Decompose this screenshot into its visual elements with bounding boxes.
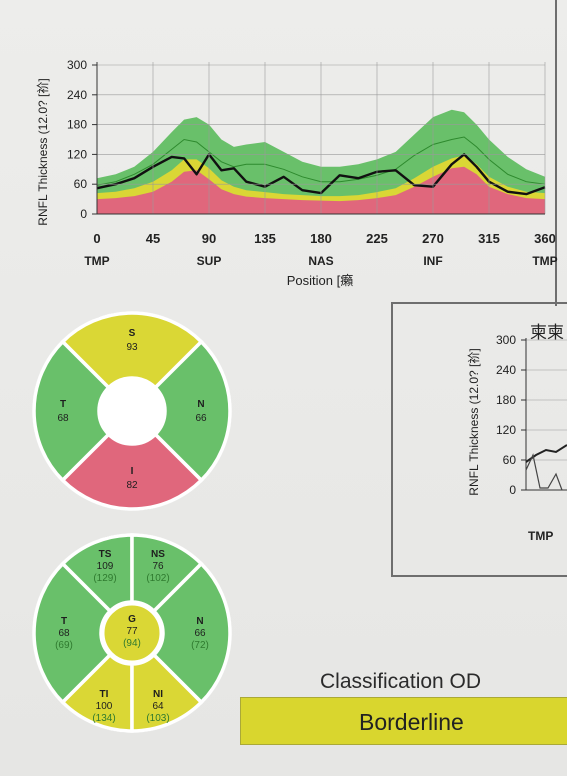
clock-global-label: G (128, 614, 136, 625)
second-x-tick-tmp: TMP (528, 529, 553, 543)
second-y-tick-labels: 0 60 120 180 240 300 (496, 333, 516, 497)
clock-sector-reference: (72) (191, 640, 209, 651)
clock-global-sector (101, 602, 163, 664)
report-frame-edge (391, 302, 393, 576)
clock-sector-value: 68 (58, 628, 70, 639)
clock-global-reference: (94) (123, 638, 141, 649)
classification-title: Classification OD (320, 670, 482, 693)
clock-sector-value: 76 (152, 561, 164, 572)
quadrant-sector-label: T (60, 399, 66, 410)
x-axis-label: Position [癩 (287, 273, 353, 288)
clock-sector-n (151, 561, 232, 705)
quadrant-sector-label: N (197, 399, 204, 410)
patient-thickness-line (96, 153, 546, 196)
normal-mean-line (96, 136, 546, 186)
region-label: SUP (197, 254, 222, 268)
y-tick-label: 60 (74, 177, 88, 191)
x-tick-label: 360 (534, 231, 556, 246)
quadrant-sector-value: 93 (126, 342, 138, 353)
quadrant-sector-chart: S 93 T 68 N 66 I 82 (32, 311, 232, 511)
quadrant-sector-label: S (129, 328, 136, 339)
clock-sector-reference: (103) (146, 713, 169, 724)
region-labels: TMP SUP NAS INF TMP (84, 254, 557, 268)
quadrant-sector-t (32, 339, 112, 483)
clock-sector-reference: (129) (93, 573, 116, 584)
x-tick-labels: 0 45 90 135 180 225 270 315 360 (93, 231, 555, 246)
clock-sector-value: 100 (96, 701, 113, 712)
second-y-tick-label: 240 (496, 363, 516, 377)
quadrant-sector-n (152, 339, 232, 483)
clock-sector-label: TS (99, 549, 112, 560)
second-patient-line-thin (525, 453, 563, 491)
x-tick-label: 225 (366, 231, 388, 246)
clock-sector-t (32, 561, 113, 705)
report-frame-edge (555, 0, 557, 306)
quadrant-sector-i (60, 431, 204, 511)
second-y-tick-label: 120 (496, 423, 516, 437)
quadrant-sector-s (60, 311, 204, 391)
y-axis-label: RNFL Thickness (12.0? [祄] (35, 78, 50, 225)
clock-sector-label: NS (151, 549, 165, 560)
clock-sector-chart: TS109(129)NS76(102)T68(69)N66(72)TI100(1… (32, 533, 232, 733)
classification-result-box: Borderline (240, 697, 567, 745)
second-chart-grid (521, 339, 567, 491)
second-y-tick-label: 300 (496, 333, 516, 347)
clock-sector-ti (60, 652, 134, 733)
second-tsnit-chart: 柬柬 0 60 120 180 240 300 RNFL Thickness (12.0?… (466, 323, 567, 543)
second-y-tick-label: 180 (496, 393, 516, 407)
clock-sector-reference: (102) (146, 573, 169, 584)
second-chart-title: 柬柬 (530, 323, 564, 342)
clock-sector-reference: (69) (55, 640, 73, 651)
clock-sector-label: NI (153, 689, 163, 700)
x-tick-label: 90 (202, 231, 216, 246)
clock-sector-label: T (61, 616, 67, 627)
x-tick-label: 315 (478, 231, 500, 246)
clock-sector-label: TI (100, 689, 109, 700)
clock-sector-ni (130, 652, 204, 733)
x-tick-label: 0 (93, 231, 100, 246)
y-tick-labels: 0 60 120 180 240 300 (67, 58, 87, 221)
quadrant-sector-value: 68 (57, 413, 69, 424)
chart-grid (92, 62, 546, 215)
region-label: NAS (308, 254, 333, 268)
quadrant-sector-value: 82 (126, 480, 138, 491)
quadrant-center-hole (99, 378, 165, 444)
region-label: TMP (532, 254, 557, 268)
region-label: INF (423, 254, 442, 268)
y-tick-label: 240 (67, 88, 87, 102)
clock-sector-value: 64 (152, 701, 164, 712)
y-tick-label: 300 (67, 58, 87, 72)
x-tick-label: 45 (146, 231, 160, 246)
x-tick-label: 270 (422, 231, 444, 246)
second-y-tick-label: 0 (509, 483, 516, 497)
x-tick-label: 135 (254, 231, 276, 246)
report-frame-edge (392, 302, 567, 304)
classification-result: Borderline (359, 709, 464, 735)
y-tick-label: 0 (80, 207, 87, 221)
clock-sector-reference: (134) (92, 713, 115, 724)
quadrant-sector-label: I (131, 466, 134, 477)
y-tick-label: 120 (67, 147, 87, 161)
second-y-axis-label: RNFL Thickness (12.0? [祄] (466, 348, 481, 495)
region-label: TMP (84, 254, 109, 268)
report-frame-edge (391, 575, 567, 577)
clock-sector-value: 66 (194, 628, 206, 639)
clock-global-value: 77 (126, 626, 138, 637)
second-y-tick-label: 60 (503, 453, 517, 467)
y-tick-label: 180 (67, 118, 87, 132)
clock-sector-value: 109 (97, 561, 114, 572)
second-patient-line (525, 444, 567, 463)
clock-sector-label: N (196, 616, 203, 627)
quadrant-sector-value: 66 (195, 413, 207, 424)
x-tick-label: 180 (310, 231, 332, 246)
